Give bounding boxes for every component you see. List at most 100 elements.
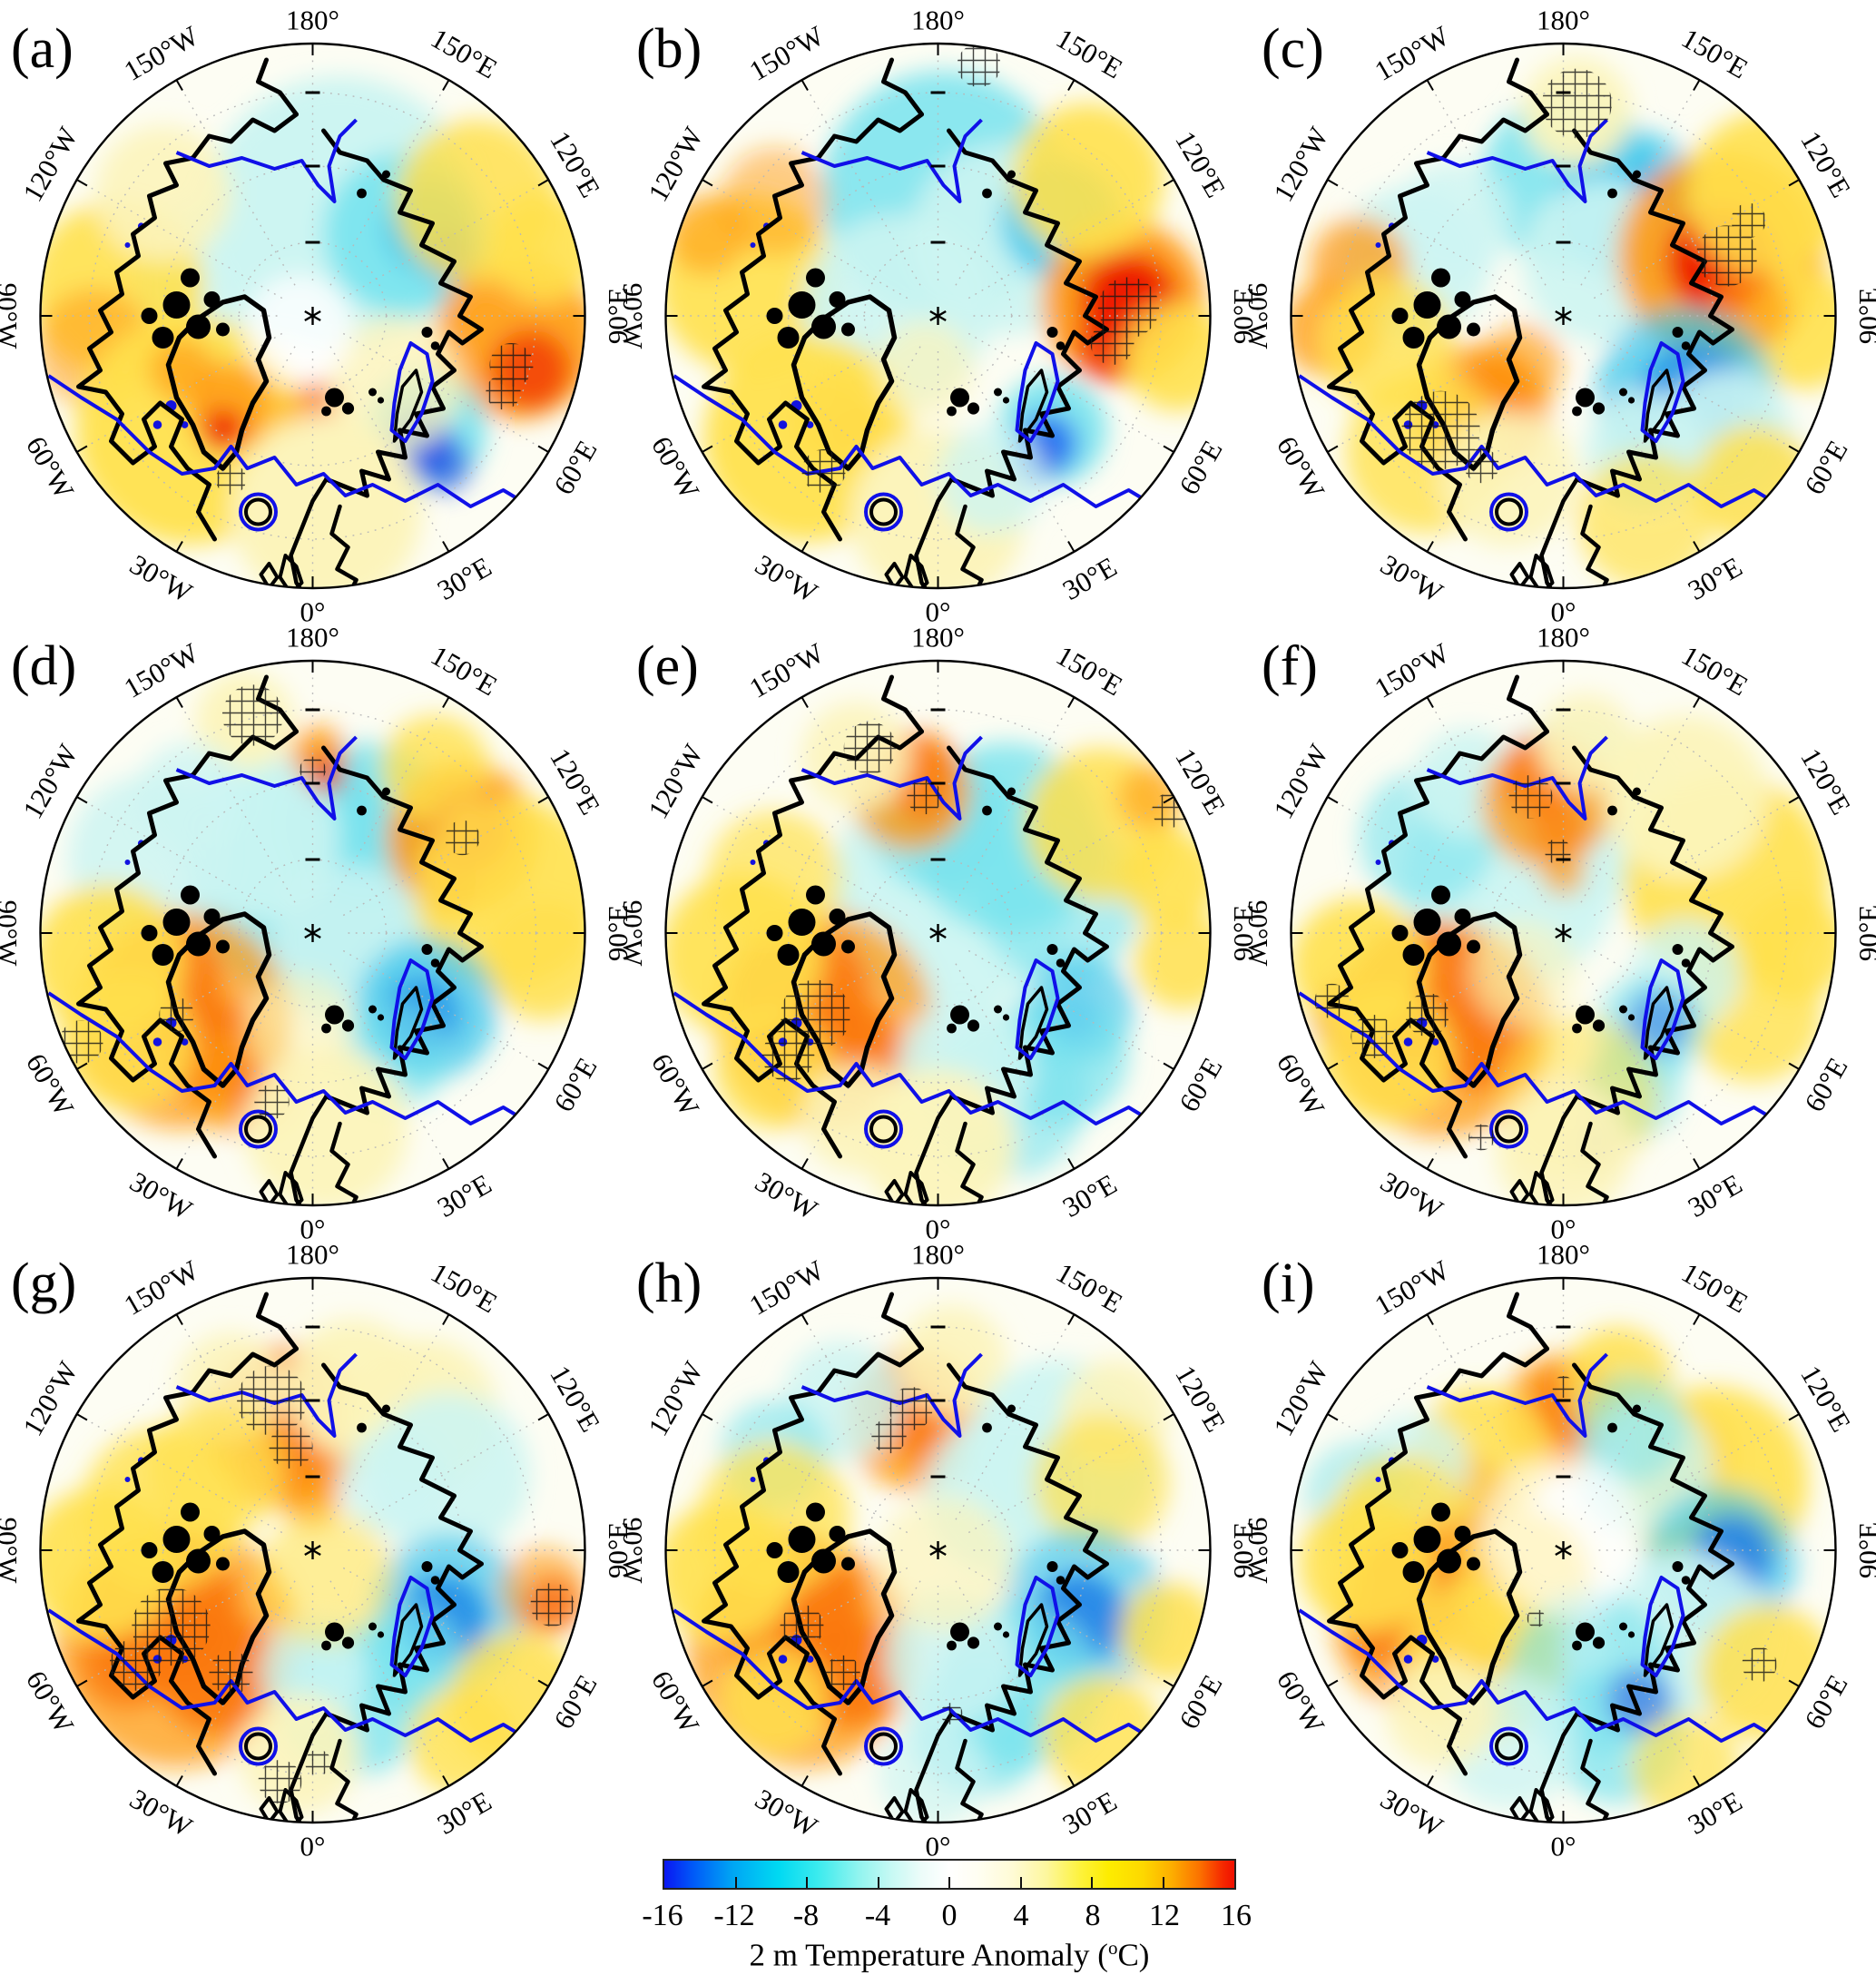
longitude-label: 180° — [1537, 622, 1590, 653]
colorbar-tick-label: 12 — [1149, 1899, 1180, 1932]
colorbar-tick-label: 4 — [1013, 1899, 1029, 1932]
boundary-ticks — [665, 661, 1211, 1205]
panel-letter-i: (i) — [1262, 1253, 1315, 1314]
longitude-label: 180° — [286, 622, 339, 653]
longitude-label: 90°E — [1852, 1522, 1876, 1578]
longitude-label: 30°E — [1683, 1168, 1747, 1223]
longitude-label: 90°W — [617, 283, 649, 349]
latitude-ticks — [930, 708, 946, 861]
colorbar-tick — [1162, 1877, 1164, 1888]
colorbar-title-unit: C) — [1117, 1937, 1150, 1973]
longitude-label: 90°E — [602, 288, 634, 344]
longitude-label: 180° — [286, 1239, 339, 1271]
boundary-ticks — [665, 1278, 1211, 1823]
anomaly-field — [41, 76, 584, 587]
longitude-label: 30°E — [432, 1168, 496, 1223]
panel-letter-b: (b) — [636, 18, 702, 80]
colorbar-tick-label: 8 — [1085, 1899, 1101, 1932]
colorbar-tick — [1019, 1877, 1022, 1888]
map-panel-e: 180°150°E120°E90°E60°E30°E0°30°W60°W90°W… — [617, 622, 1259, 1245]
anomaly-field — [1292, 693, 1835, 1204]
map-panel-d: 180°150°E120°E90°E60°E30°E0°30°W60°W90°W… — [0, 622, 634, 1245]
map-panel-c: 180°150°E120°E90°E60°E30°E0°30°W60°W90°W… — [1242, 5, 1876, 628]
latitude-ticks — [930, 91, 946, 244]
longitude-label: 90°E — [602, 1522, 634, 1578]
boundary-ticks — [1291, 661, 1836, 1205]
colorbar: -16 -12 -8 -4 0 4 8 12 16 2 m Temperature Anomal… — [642, 1859, 1252, 1974]
significance-hatching — [780, 1387, 963, 1725]
longitude-label: 60°E — [547, 435, 603, 499]
latitude-ticks — [305, 91, 320, 244]
blue-contours — [47, 118, 559, 532]
longitude-label: 180° — [911, 622, 965, 653]
longitude-label: 0° — [300, 1831, 326, 1862]
longitude-label: 180° — [911, 5, 965, 36]
longitude-label: 60°E — [547, 1669, 603, 1734]
north-pole-asterisk-icon — [929, 307, 947, 325]
longitude-label: 90°W — [0, 1518, 24, 1584]
longitude-label: 90°E — [602, 905, 634, 961]
significance-hatching — [59, 684, 480, 1120]
map-panel-h: 180°150°E120°E90°E60°E30°E0°30°W60°W90°W… — [617, 1239, 1259, 1862]
significance-hatching — [1401, 68, 1766, 484]
longitude-label: 90°E — [1227, 905, 1259, 961]
latitude-ticks — [1556, 708, 1571, 861]
blue-contours — [1298, 1352, 1810, 1766]
significance-hatching — [215, 343, 534, 495]
longitude-label: 0° — [926, 1831, 951, 1862]
significance-hatching — [1314, 775, 1571, 1151]
latitude-ticks — [930, 1325, 946, 1479]
longitude-label: 60°E — [1173, 1669, 1228, 1734]
degree-superscript: o — [1107, 1937, 1118, 1959]
latitude-ticks — [305, 708, 320, 861]
colorbar-tick-label: 0 — [941, 1899, 958, 1932]
panel-letter-a: (a) — [11, 18, 74, 80]
longitude-label: 180° — [1537, 1239, 1590, 1271]
longitude-label: 180° — [286, 5, 339, 36]
colorbar-tick — [1091, 1877, 1093, 1888]
longitude-label: 90°E — [1852, 905, 1876, 961]
longitude-label: 90°W — [1242, 900, 1274, 967]
blue-contours — [673, 1352, 1184, 1766]
north-pole-asterisk-icon — [1555, 1541, 1572, 1559]
colorbar-title: 2 m Temperature Anomaly (oC) — [663, 1937, 1236, 1974]
map-panel-i: 180°150°E120°E90°E60°E30°E0°30°W60°W90°W… — [1242, 1239, 1876, 1862]
latitude-ticks — [1556, 1325, 1571, 1479]
significance-hatching — [109, 1365, 575, 1803]
longitude-label: 0° — [300, 596, 326, 628]
north-pole-asterisk-icon — [1555, 924, 1572, 942]
colorbar-tick-label: -8 — [792, 1899, 820, 1932]
longitude-label: 60°E — [1173, 1052, 1228, 1116]
blue-contours — [1298, 735, 1810, 1149]
north-pole-asterisk-icon — [1555, 307, 1572, 325]
longitude-label: 90°W — [617, 900, 649, 967]
colorbar-tick-label: -12 — [713, 1899, 755, 1932]
north-pole-asterisk-icon — [304, 307, 321, 325]
colorbar-tick-label: -4 — [864, 1899, 891, 1932]
boundary-ticks — [1291, 1278, 1836, 1823]
colorbar-tick-label: 16 — [1221, 1899, 1252, 1932]
map-panel-f: 180°150°E120°E90°E60°E30°E0°30°W60°W90°W… — [1242, 622, 1876, 1245]
map-panel-g: 180°150°E120°E90°E60°E30°E0°30°W60°W90°W… — [0, 1239, 634, 1862]
anomaly-field — [1299, 1327, 1835, 1822]
colorbar-tick — [877, 1877, 879, 1888]
longitude-label: 30°E — [1057, 551, 1122, 606]
longitude-label: 0° — [300, 1214, 326, 1245]
significance-hatching — [1527, 1376, 1777, 1683]
longitude-label: 0° — [926, 1214, 951, 1245]
significance-hatching — [801, 44, 1160, 493]
longitude-label: 0° — [1551, 596, 1576, 628]
blue-contours — [673, 118, 1184, 532]
longitude-label: 30°E — [1683, 1785, 1747, 1841]
boundary-ticks — [1291, 44, 1836, 588]
longitude-label: 60°E — [1798, 435, 1853, 499]
north-pole-asterisk-icon — [929, 924, 947, 942]
longitude-label: 90°E — [1227, 288, 1259, 344]
panel-letter-c: (c) — [1262, 18, 1324, 80]
north-pole-asterisk-icon — [929, 1541, 947, 1559]
map-panel-b: 180°150°E120°E90°E60°E30°E0°30°W60°W90°W… — [617, 5, 1259, 628]
longitude-label: 90°W — [617, 1518, 649, 1584]
longitude-label: 90°W — [1242, 1518, 1274, 1584]
blue-contours — [1298, 118, 1810, 532]
longitude-label: 180° — [1537, 5, 1590, 36]
